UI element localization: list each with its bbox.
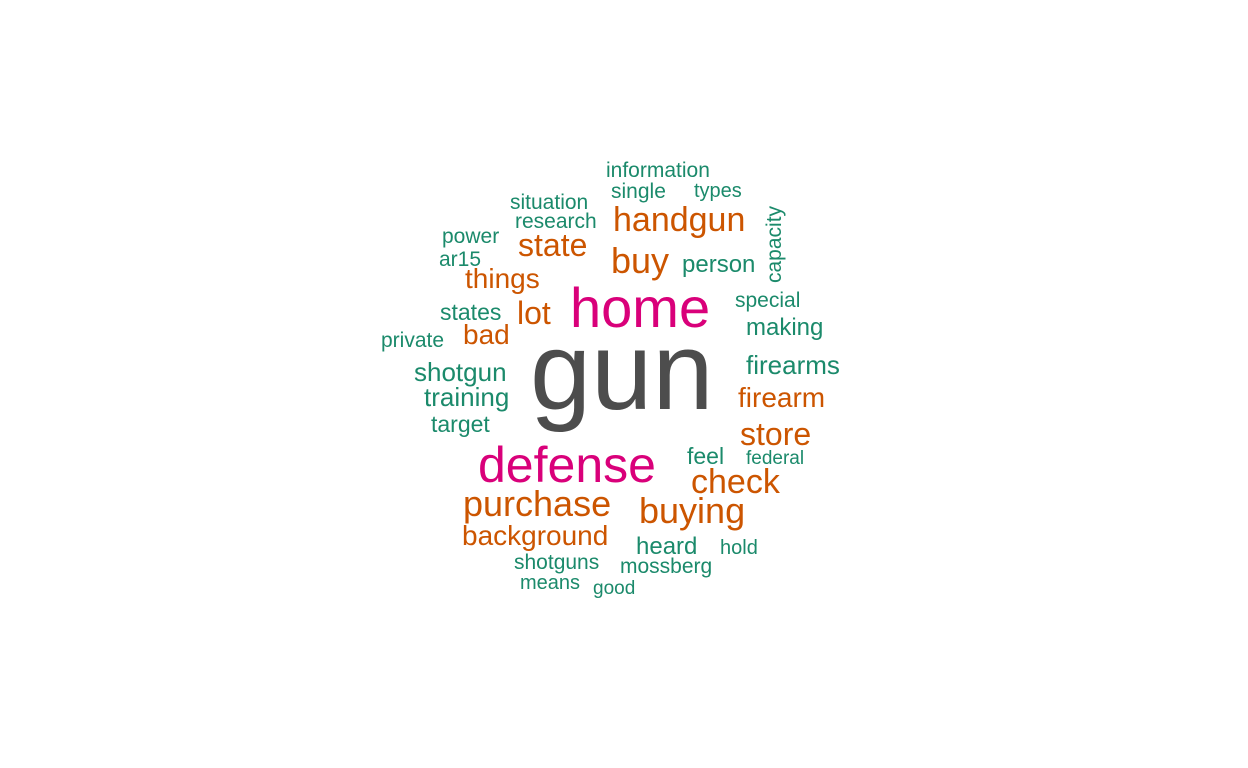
word-single: single bbox=[611, 180, 666, 203]
word-federal: federal bbox=[746, 448, 805, 469]
word-home: home bbox=[570, 276, 711, 339]
word-buy: buy bbox=[611, 240, 670, 281]
word-special: special bbox=[735, 289, 801, 312]
word-making: making bbox=[746, 314, 824, 341]
word-hold: hold bbox=[720, 537, 758, 559]
word-shotguns: shotguns bbox=[514, 551, 600, 574]
word-handgun: handgun bbox=[613, 201, 746, 239]
word-situation: situation bbox=[510, 191, 589, 214]
word-states: states bbox=[440, 299, 502, 325]
word-purchase: purchase bbox=[463, 483, 612, 524]
word-private: private bbox=[381, 329, 445, 352]
word-good: good bbox=[593, 578, 636, 599]
word-training: training bbox=[424, 382, 510, 412]
word-defense: defense bbox=[478, 437, 656, 493]
word-ar15: ar15 bbox=[439, 248, 482, 271]
word-firearm: firearm bbox=[738, 382, 826, 413]
word-bad: bad bbox=[463, 319, 510, 350]
word-background: background bbox=[462, 520, 609, 551]
word-means: means bbox=[520, 572, 581, 594]
word-information: information bbox=[606, 159, 710, 182]
word-mossberg: mossberg bbox=[620, 555, 713, 578]
word-shotgun: shotgun bbox=[414, 357, 507, 387]
word-heard: heard bbox=[636, 533, 698, 560]
word-types: types bbox=[694, 180, 742, 202]
word-state: state bbox=[518, 227, 588, 263]
word-buying: buying bbox=[639, 490, 746, 531]
word-things: things bbox=[465, 263, 540, 294]
word-power: power bbox=[442, 225, 500, 248]
word-capacity: capacity bbox=[763, 205, 786, 283]
word-person: person bbox=[682, 251, 756, 278]
word-lot: lot bbox=[517, 295, 551, 331]
word-gun: gun bbox=[530, 310, 714, 433]
word-store: store bbox=[740, 416, 812, 452]
word-firearms: firearms bbox=[746, 350, 840, 380]
word-research: research bbox=[515, 210, 597, 233]
word-target: target bbox=[431, 411, 490, 437]
word-check: check bbox=[691, 463, 780, 501]
word-feel: feel bbox=[687, 443, 725, 469]
